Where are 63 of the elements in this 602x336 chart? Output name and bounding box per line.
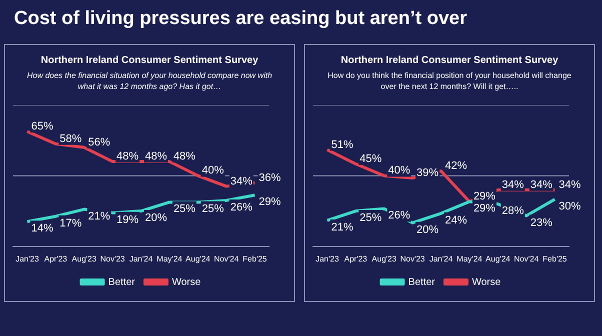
data-label: 29% bbox=[473, 202, 496, 215]
x-tick-label: Apr'23 bbox=[344, 254, 368, 264]
x-tick-label: Nov'24 bbox=[214, 254, 240, 264]
chart-title: Northern Ireland Consumer Sentiment Survey bbox=[340, 55, 560, 66]
x-tick-label: Jan'24 bbox=[429, 254, 454, 264]
data-label: 48% bbox=[116, 150, 139, 163]
chart-subtitle: How does the financial situation of your household compare now with what it was 12 months ago? Has it got… bbox=[26, 70, 274, 92]
data-label: 28% bbox=[502, 205, 524, 218]
x-tick-label: May'24 bbox=[456, 254, 483, 264]
x-tick-label: Aug'23 bbox=[72, 254, 97, 264]
data-label: 40% bbox=[388, 164, 410, 177]
x-tick-label: Aug'24 bbox=[486, 254, 511, 264]
data-label: 40% bbox=[202, 164, 224, 177]
x-tick-label: Aug'23 bbox=[372, 254, 397, 264]
data-label: 42% bbox=[445, 160, 468, 172]
data-label: 39% bbox=[416, 167, 439, 180]
data-label: 34% bbox=[230, 175, 253, 188]
x-tick-label: Aug'24 bbox=[186, 254, 211, 264]
x-tick-label: Jan'24 bbox=[129, 254, 154, 264]
data-label: 36% bbox=[258, 172, 282, 184]
x-tick-label: Apr'23 bbox=[44, 254, 68, 264]
text: Cost of living pressures are easing but aren’t over bbox=[14, 8, 467, 30]
data-label: 25% bbox=[360, 212, 382, 224]
data-label: 19% bbox=[116, 214, 139, 226]
data-label: 14% bbox=[31, 222, 54, 235]
data-label: 20% bbox=[416, 224, 439, 236]
x-tick-label: May'24 bbox=[156, 254, 183, 264]
data-label: 29% bbox=[258, 196, 282, 208]
data-label: 48% bbox=[145, 150, 168, 163]
data-label: 30% bbox=[558, 200, 582, 212]
x-tick-label: Nov'23 bbox=[100, 254, 126, 264]
data-label: 29% bbox=[473, 190, 496, 203]
legend-label: Better bbox=[408, 276, 436, 288]
legend-label: Worse bbox=[472, 276, 502, 288]
chart-subtitle: How do you think the financial position of your household will change over the next 12 months? Will it get….. bbox=[326, 70, 572, 92]
data-label: 56% bbox=[88, 136, 110, 148]
data-label: 34% bbox=[530, 178, 553, 191]
x-tick-label: Jan'23 bbox=[16, 254, 40, 264]
data-label: 21% bbox=[331, 222, 354, 234]
data-label: 23% bbox=[530, 216, 553, 229]
x-tick-label: Nov'23 bbox=[400, 254, 426, 264]
data-label: 58% bbox=[60, 132, 82, 145]
data-label: 34% bbox=[558, 178, 582, 191]
data-label: 17% bbox=[60, 217, 82, 230]
x-tick-label: Nov'24 bbox=[514, 254, 540, 264]
legend-label: Worse bbox=[172, 276, 202, 288]
data-label: 45% bbox=[360, 152, 382, 165]
data-label: 25% bbox=[173, 203, 196, 216]
data-label: 26% bbox=[388, 210, 410, 222]
data-label: 26% bbox=[230, 201, 253, 214]
data-label: 24% bbox=[445, 214, 468, 226]
data-label: 34% bbox=[502, 178, 524, 191]
data-label: 21% bbox=[88, 210, 110, 222]
x-tick-label: Feb'25 bbox=[542, 254, 568, 264]
data-label: 65% bbox=[31, 120, 54, 133]
data-label: 25% bbox=[202, 203, 224, 216]
x-tick-label: Jan'23 bbox=[316, 254, 340, 264]
data-label: 51% bbox=[331, 138, 354, 151]
data-label: 20% bbox=[145, 212, 168, 224]
data-label: 48% bbox=[173, 150, 196, 163]
legend-label: Better bbox=[108, 276, 136, 288]
x-tick-label: Feb'25 bbox=[242, 254, 268, 264]
chart-title: Northern Ireland Consumer Sentiment Survey bbox=[40, 55, 260, 66]
